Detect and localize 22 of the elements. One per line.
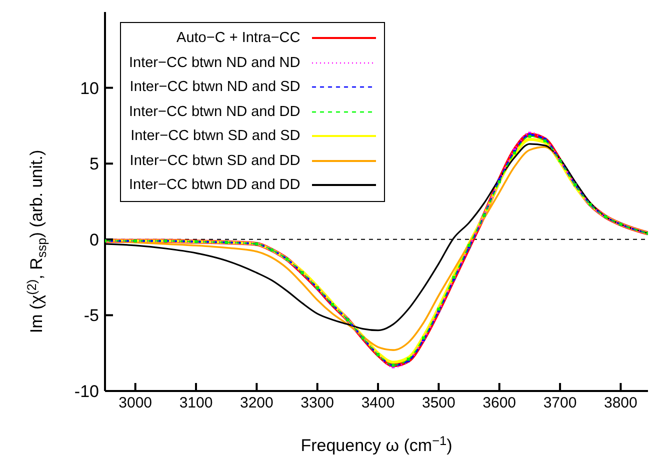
legend-label: Auto−C + Intra−CC: [176, 30, 300, 46]
x-tick-label: 3100: [179, 394, 213, 412]
y-tick-label: 10: [80, 78, 99, 98]
x-tick-label: 3000: [118, 394, 152, 412]
x-tick-label: 3200: [240, 394, 274, 412]
x-tick-label: 3300: [300, 394, 334, 412]
y-tick-label: -10: [74, 382, 99, 402]
y-tick-label: 5: [90, 154, 99, 174]
x-tick-label: 3400: [361, 394, 395, 412]
x-axis-title: Frequency ω (cm$^{−1}$): [300, 433, 452, 455]
legend-label: Inter−CC btwn ND and ND: [129, 54, 300, 71]
y-tick-label: -5: [84, 306, 99, 326]
legend-label: Inter−CC btwn SD and DD: [130, 152, 300, 169]
legend-label: Inter−CC btwn ND and DD: [129, 104, 300, 120]
x-tick-label: 3800: [604, 394, 638, 412]
x-tick-label: 3600: [482, 394, 516, 412]
x-tick-label: 3500: [422, 394, 456, 412]
y-tick-label: 0: [90, 230, 99, 250]
x-tick-label: 3700: [543, 394, 577, 412]
legend-label: Inter−CC btwn DD and DD: [129, 177, 300, 194]
legend-label: Inter−CC btwn ND and SD: [130, 79, 300, 96]
legend-label: Inter−CC btwn SD and SD: [130, 128, 300, 144]
